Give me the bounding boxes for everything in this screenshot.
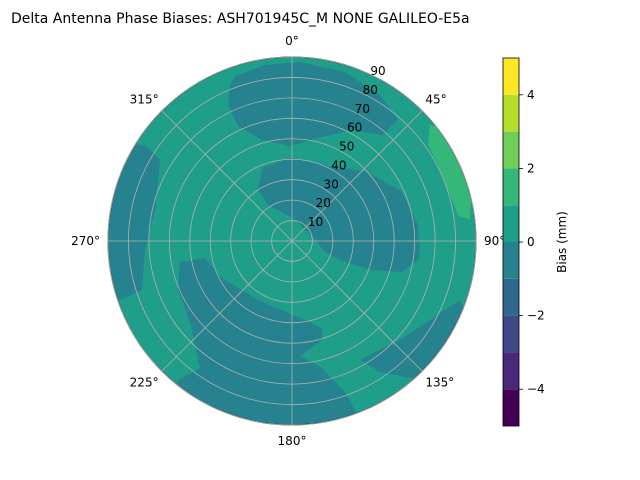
colorbar-cell [503,242,519,279]
chart-title: Delta Antenna Phase Biases: ASH701945C_M… [11,11,470,27]
colorbar: −4 −2 0 2 4 Bias (mm) [502,57,569,427]
contour-region-negative [228,62,398,146]
grid-spoke [291,240,423,372]
colorbar-cell [503,278,519,316]
colorbar-cell [503,94,519,132]
radial-label: 90 [370,64,385,78]
radial-label: 10 [308,215,323,229]
colorbar-tick-label: −4 [527,382,545,396]
angle-label: 45° [425,93,446,107]
colorbar-tick-label: 0 [527,235,535,249]
angle-label: 0° [285,34,299,48]
angle-label: 270° [71,234,100,248]
radial-label: 80 [363,83,378,97]
angle-label: 180° [278,434,307,448]
colorbar-tick-label: −2 [527,309,545,323]
grid-spoke [291,110,423,242]
polar-plot-area: 0° 45° 90° 135° 180° 225° 270° 315° 10 20 30 40 50 6… [71,34,505,448]
colorbar-cell [503,168,519,206]
angle-label: 135° [425,375,454,389]
colorbar-cell [503,131,519,169]
radial-labels: 10 20 30 40 50 60 70 80 90 [308,64,386,229]
radial-label: 20 [316,196,331,210]
angle-label: 225° [130,375,159,389]
radial-label: 40 [331,158,346,172]
angle-label: 90° [484,234,505,248]
grid-spoke [161,240,293,372]
contour-region-positive [428,125,472,220]
colorbar-tick-label: 2 [527,161,535,175]
polar-grid [107,56,477,426]
colorbar-cell [503,352,519,390]
radial-label: 60 [347,121,362,135]
contour-region-negative [178,258,360,425]
colorbar-label: Bias (mm) [555,211,569,273]
colorbar-ticks: −4 −2 0 2 4 [519,88,545,396]
colorbar-cell [503,389,519,426]
angle-labels: 0° 45° 90° 135° 180° 225° 270° 315° [71,34,505,448]
colorbar-cell [503,205,519,242]
angle-label: 315° [130,93,159,107]
colorbar-cell [503,58,519,95]
radial-label: 30 [323,177,338,191]
radial-label: 50 [339,140,354,154]
colorbar-cells [503,58,519,426]
colorbar-tick-label: 4 [527,88,535,102]
radial-label: 70 [355,102,370,116]
contour-region-negative [258,158,420,272]
colorbar-cell [503,315,519,353]
grid-spoke [161,110,293,242]
